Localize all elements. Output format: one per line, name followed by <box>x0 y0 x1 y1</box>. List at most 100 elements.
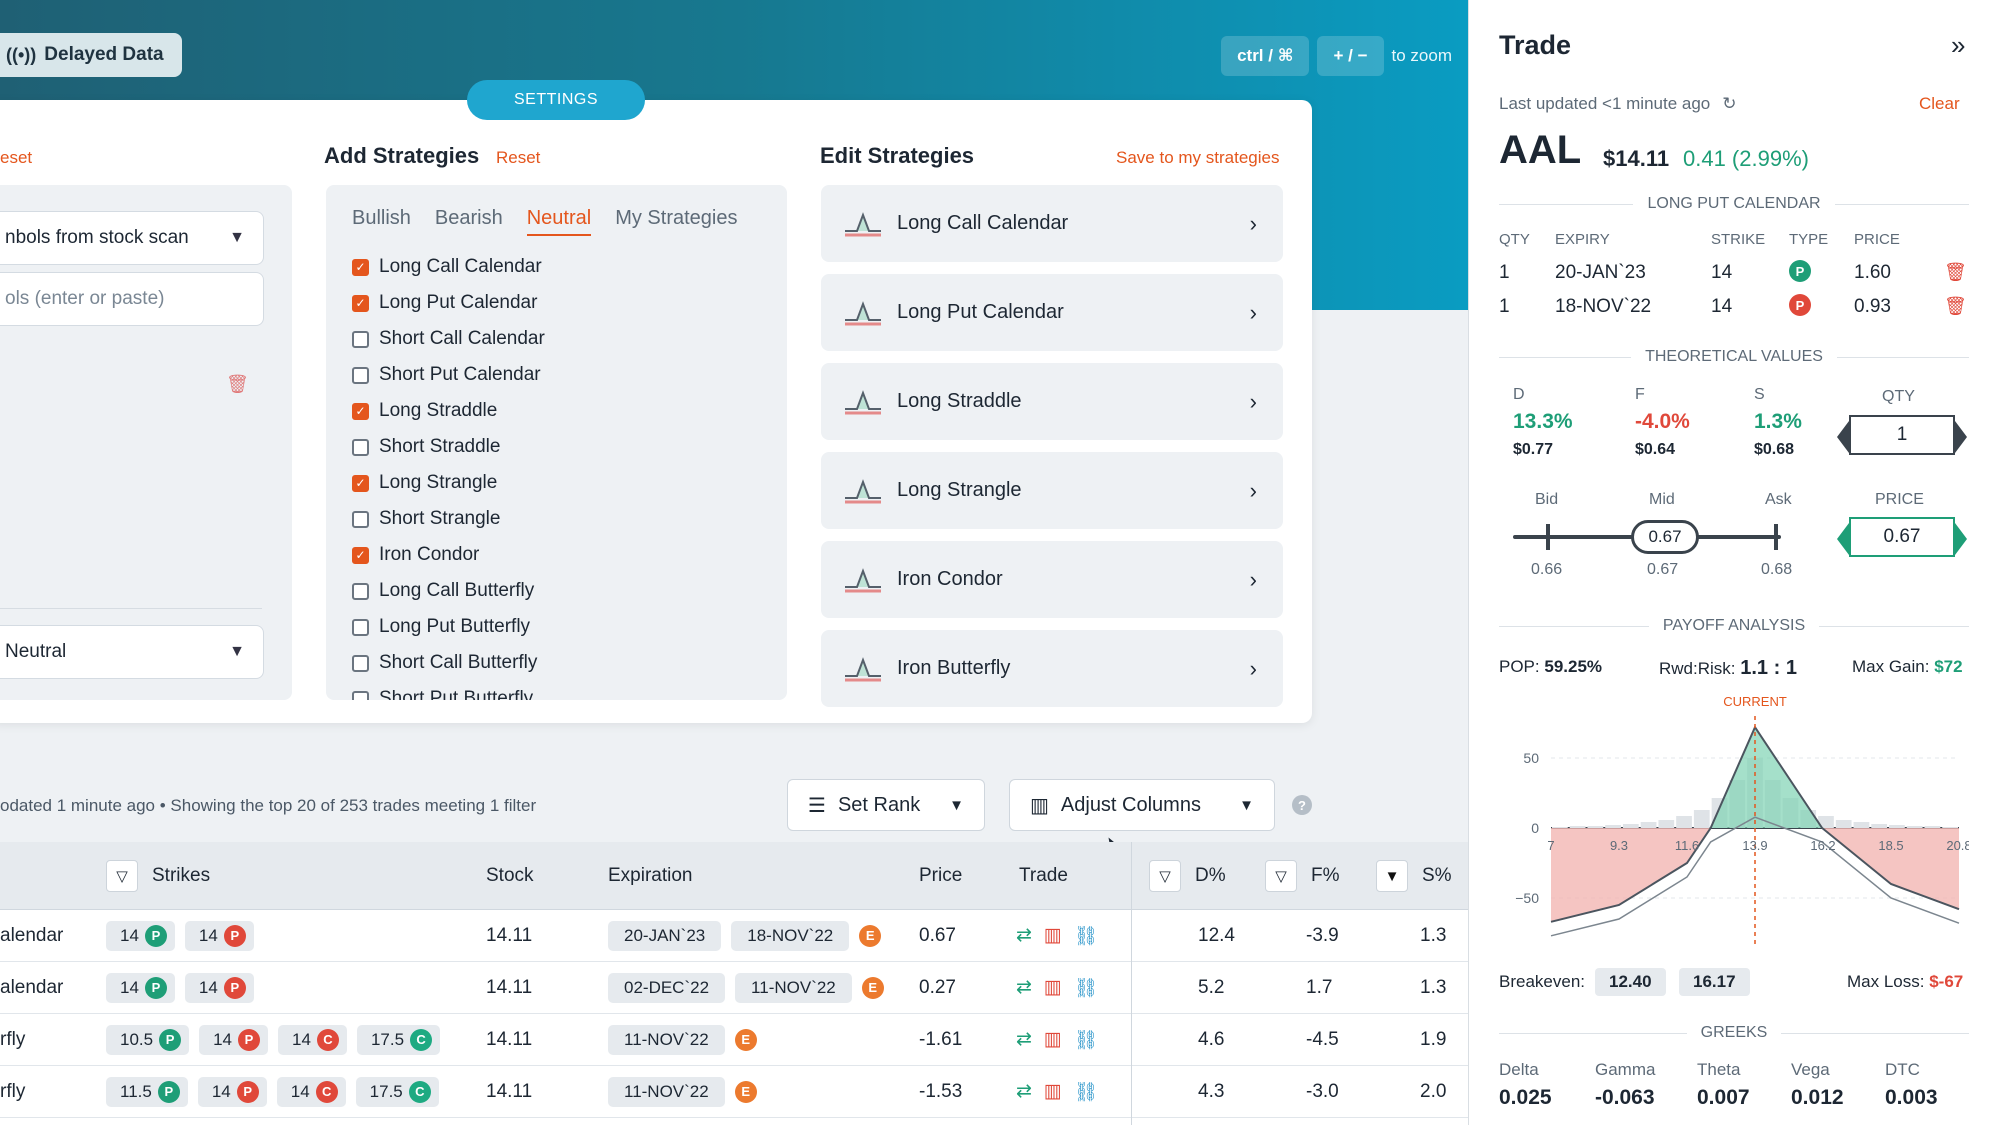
adjust-columns-label: Adjust Columns <box>1060 793 1201 816</box>
swap-icon[interactable]: ⇄ <box>1016 1029 1032 1050</box>
table-row[interactable]: rfly 10.5 P 14 P 14 C 17.5 C 14.11 11-NOV`22 E -1.61… <box>0 1014 1468 1066</box>
link-icon[interactable]: ⛓ <box>1073 1029 1098 1051</box>
refresh-icon[interactable]: ↻ <box>1722 94 1737 113</box>
table-row[interactable]: alendar 14 P 14 P 14.11 02-DEC`22 11-NOV`22 E 0.2… <box>0 962 1468 1014</box>
collapse-panel-icon[interactable]: » <box>1951 30 1966 60</box>
checkbox-unchecked-icon[interactable] <box>352 618 369 636</box>
strategy-checkbox-item[interactable]: Short Put Butterfly <box>352 681 545 700</box>
symbol-change: 0.41 (2.99%) <box>1683 146 1809 171</box>
chart-icon[interactable]: ▥ <box>1043 1081 1062 1102</box>
checkbox-unchecked-icon[interactable] <box>352 690 369 700</box>
mid-slider-handle[interactable]: 0.67 <box>1631 520 1699 554</box>
link-icon[interactable]: ⛓ <box>1073 925 1098 947</box>
trash-icon[interactable]: 🗑 <box>1944 262 1967 282</box>
edit-strategy-item[interactable]: Long Put Calendar › <box>821 274 1283 351</box>
strategy-payoff-icon <box>845 656 881 681</box>
strategy-checkbox-item[interactable]: Short Put Calendar <box>352 357 545 393</box>
chart-icon[interactable]: ▥ <box>1043 977 1062 998</box>
zoom-key-ctrl: ctrl / ⌘ <box>1221 36 1310 76</box>
option-type-badge: P <box>144 924 167 947</box>
strikes-column-header[interactable]: ▽ Strikes <box>106 842 210 910</box>
help-icon[interactable]: ? <box>1292 795 1312 815</box>
filter-icon[interactable]: ▽ <box>1265 860 1297 892</box>
checkbox-unchecked-icon[interactable] <box>352 582 369 600</box>
edit-strategy-label: Iron Butterfly <box>897 657 1011 679</box>
table-row[interactable]: alendar 14 P 14 P 14.11 20-JAN`23 18-NOV`22 E 0.6… <box>0 910 1468 962</box>
s-pct-column-header[interactable]: ▼ S% <box>1376 842 1452 910</box>
checkbox-checked-icon[interactable]: ✓ <box>352 474 369 492</box>
chevron-right-icon: › <box>1249 210 1257 236</box>
bid-value: 0.66 <box>1531 561 1563 578</box>
probability-bar <box>1818 816 1834 828</box>
chart-icon[interactable]: ▥ <box>1043 925 1062 946</box>
checkbox-unchecked-icon[interactable] <box>352 438 369 456</box>
link-icon[interactable]: ⛓ <box>1073 1081 1098 1103</box>
checkbox-unchecked-icon[interactable] <box>352 510 369 528</box>
swap-icon[interactable]: ⇄ <box>1016 1081 1032 1102</box>
edit-strategy-item[interactable]: Iron Condor › <box>821 541 1283 618</box>
stock-column-header[interactable]: Stock <box>486 865 534 886</box>
delayed-data-badge[interactable]: ((•)) Delayed Data <box>0 33 182 77</box>
edit-strategy-item[interactable]: Long Straddle › <box>821 363 1283 440</box>
trash-icon[interactable]: 🗑 <box>226 374 249 394</box>
filter-icon[interactable]: ▽ <box>1149 860 1181 892</box>
f-pct-cell: -3.9 <box>1306 924 1339 946</box>
trade-column-header[interactable]: Trade <box>1019 865 1068 886</box>
delayed-data-label: Delayed Data <box>44 44 164 65</box>
strategy-checkbox-item[interactable]: Short Call Calendar <box>352 321 545 357</box>
trash-icon[interactable]: 🗑 <box>1944 296 1967 316</box>
reset-link-left[interactable]: eset <box>0 148 33 167</box>
d-pct-cell: 4.3 <box>1198 1080 1225 1102</box>
swap-icon[interactable]: ⇄ <box>1016 925 1032 946</box>
checkbox-checked-icon[interactable]: ✓ <box>352 258 369 276</box>
tab-my-strategies[interactable]: My Strategies <box>615 207 738 229</box>
filter-icon[interactable]: ▽ <box>106 860 138 892</box>
checkbox-checked-icon[interactable]: ✓ <box>352 546 369 564</box>
checkbox-unchecked-icon[interactable] <box>352 366 369 384</box>
strategy-checkbox-item[interactable]: ✓ Long Put Calendar <box>352 285 545 321</box>
edit-strategy-item[interactable]: Iron Butterfly › <box>821 630 1283 707</box>
checkbox-unchecked-icon[interactable] <box>352 330 369 348</box>
adjust-columns-button[interactable]: ▥ Adjust Columns ▼ <box>1009 779 1275 831</box>
strategy-checkbox-item[interactable]: ✓ Iron Condor <box>352 537 545 573</box>
symbols-input[interactable]: ols (enter or paste) <box>0 272 264 326</box>
settings-tab[interactable]: SETTINGS <box>467 80 645 120</box>
strategy-checkbox-item[interactable]: ✓ Long Call Calendar <box>352 249 545 285</box>
strategy-checkbox-item[interactable]: Short Strangle <box>352 501 545 537</box>
set-rank-button[interactable]: ☰ Set Rank ▼ <box>787 779 985 831</box>
edit-strategy-item[interactable]: Long Call Calendar › <box>821 185 1283 262</box>
symbol-source-select[interactable]: nbols from stock scan ▼ <box>0 211 264 265</box>
strategy-section-title: LONG PUT CALENDAR <box>1647 195 1821 212</box>
strategy-checkbox-item[interactable]: Short Call Butterfly <box>352 645 545 681</box>
swap-icon[interactable]: ⇄ <box>1016 977 1032 998</box>
table-row[interactable]: rfly 11.5 P 14 P 14 C 17.5 C 14.11 11-NOV`22 E -1.53… <box>0 1066 1468 1118</box>
chart-icon[interactable]: ▥ <box>1043 1029 1062 1050</box>
strategy-checkbox-item[interactable]: ✓ Long Straddle <box>352 393 545 429</box>
link-icon[interactable]: ⛓ <box>1073 977 1098 999</box>
strategy-checkbox-item[interactable]: ✓ Long Strangle <box>352 465 545 501</box>
tab-bearish[interactable]: Bearish <box>434 207 503 229</box>
price-column-header[interactable]: Price <box>919 865 963 886</box>
checkbox-unchecked-icon[interactable] <box>352 654 369 672</box>
reward-risk-value: 1.1 : 1 <box>1740 657 1797 679</box>
f-pct-column-header[interactable]: ▽ F% <box>1265 842 1340 910</box>
checkbox-checked-icon[interactable]: ✓ <box>352 294 369 312</box>
filter-active-icon[interactable]: ▼ <box>1376 860 1408 892</box>
edit-strategy-item[interactable]: Long Strangle › <box>821 452 1283 529</box>
tab-bullish[interactable]: Bullish <box>352 207 411 229</box>
add-strategies-reset[interactable]: Reset <box>496 148 541 167</box>
expiration-column-header[interactable]: Expiration <box>608 865 693 886</box>
d-pct-column-header[interactable]: ▽ D% <box>1149 842 1226 910</box>
clear-button[interactable]: Clear <box>1919 94 1960 113</box>
outlook-select[interactable]: Neutral ▼ <box>0 625 264 679</box>
strategy-section-header: LONG PUT CALENDAR <box>1499 194 1969 214</box>
payoff-chart[interactable]: CURRENT 50 0 −50 7 9.3 11.6 13.9 16.2 18.5 20.8 <box>1489 686 1969 956</box>
strategy-checkbox-item[interactable]: Long Put Butterfly <box>352 609 545 645</box>
save-to-my-strategies-link[interactable]: Save to my strategies <box>1116 148 1280 167</box>
qty-stepper[interactable]: 1 <box>1837 415 1967 455</box>
tab-neutral[interactable]: Neutral <box>526 207 592 236</box>
checkbox-checked-icon[interactable]: ✓ <box>352 402 369 420</box>
strategy-checkbox-item[interactable]: Long Call Butterfly <box>352 573 545 609</box>
price-stepper[interactable]: 0.67 <box>1837 517 1967 557</box>
strategy-checkbox-item[interactable]: Short Straddle <box>352 429 545 465</box>
